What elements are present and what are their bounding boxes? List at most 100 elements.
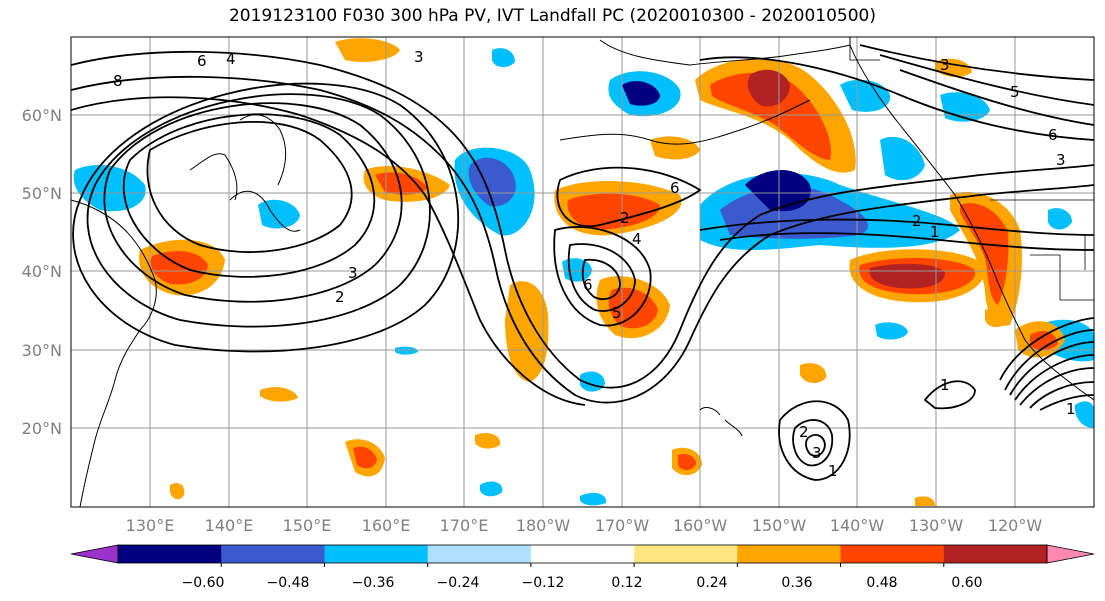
pv-contour	[805, 434, 826, 457]
colorbar	[70, 544, 1095, 567]
shading-layer	[73, 38, 1094, 506]
contour-label: 3	[1056, 151, 1066, 169]
contour-label: 3	[812, 444, 822, 462]
positive-anomaly	[353, 446, 377, 469]
colorbar-tick-label: 0.36	[781, 575, 812, 591]
colorbar-segment	[737, 545, 842, 563]
positive-anomaly	[800, 363, 827, 384]
pv-contour	[581, 258, 621, 300]
positive-anomaly	[650, 136, 700, 160]
colorbar-segment	[118, 545, 222, 563]
map-title: 2019123100 F030 300 hPa PV, IVT Landfall…	[228, 6, 876, 26]
positive-anomaly	[375, 172, 428, 195]
pv-contour	[1019, 367, 1094, 406]
negative-anomaly	[720, 186, 869, 239]
asia-coastline	[71, 199, 157, 507]
pv-contour	[899, 69, 1094, 126]
positive-anomaly	[915, 496, 936, 506]
negative-anomaly	[875, 322, 908, 340]
lat-label: 30°N	[22, 341, 62, 360]
colorbar-segment	[427, 545, 532, 563]
contour-label: 2	[335, 288, 345, 306]
negative-anomaly	[468, 157, 516, 207]
colorbar-labels: −0.60 −0.48 −0.36 −0.24 −0.12 0.12 0.24 …	[182, 575, 983, 591]
pv-contour	[122, 113, 376, 278]
contour-label: 2	[912, 212, 922, 230]
pv-contour	[1004, 329, 1094, 391]
pv-contour	[71, 96, 586, 406]
colorbar-segment	[634, 545, 738, 563]
border	[849, 37, 880, 61]
colorbar-segment	[324, 545, 429, 563]
pv-contour	[923, 380, 976, 410]
pv-contour	[999, 317, 1094, 381]
positive-anomaly	[150, 250, 208, 285]
colorbar-tick-label: 0.24	[696, 575, 727, 591]
contour-label: 1	[940, 376, 950, 394]
positive-anomaly	[710, 72, 831, 160]
colorbar-segment	[530, 545, 635, 563]
lon-label: 160°E	[362, 516, 411, 535]
lon-label: 170°E	[440, 516, 489, 535]
lat-label: 50°N	[22, 184, 62, 203]
colorbar-tick-label: −0.12	[522, 575, 565, 591]
positive-anomaly	[505, 281, 549, 382]
colorbar-segment	[840, 545, 945, 563]
lon-label: 180°W	[516, 516, 571, 535]
positive-anomaly	[1030, 331, 1058, 351]
pv-contour	[1014, 354, 1094, 401]
contour-label: 6	[583, 276, 593, 294]
colorbar-tick-label: 0.60	[951, 575, 982, 591]
positive-anomaly	[260, 387, 298, 402]
pv-contour	[699, 56, 1094, 141]
positive-anomaly	[475, 433, 501, 449]
pv-contour	[72, 82, 459, 353]
colorbar-tick-label: −0.36	[352, 575, 395, 591]
lon-label: 120°W	[988, 516, 1043, 535]
contour-label: 4	[632, 230, 642, 248]
negative-anomaly	[1074, 401, 1094, 428]
positive-anomaly	[985, 308, 1008, 328]
lat-label: 20°N	[22, 419, 62, 438]
negative-anomaly	[840, 79, 891, 112]
negative-anomaly	[492, 48, 515, 68]
coastlines	[71, 37, 1094, 507]
positive-anomaly	[678, 454, 696, 471]
pv-contour	[71, 75, 1094, 404]
hawaii-coastline	[699, 407, 743, 437]
colorbar-segment	[943, 545, 1048, 563]
contour-label: 1	[1066, 400, 1076, 418]
pv-contour	[879, 54, 1094, 106]
contour-label: 5	[1010, 83, 1020, 101]
pv-contour	[1029, 381, 1094, 409]
aleutian-coastline	[559, 99, 811, 145]
lon-label: 150°W	[752, 516, 807, 535]
borders	[849, 37, 1094, 301]
colorbar-tick-label: −0.60	[182, 575, 225, 591]
pv-contour	[556, 166, 702, 228]
contour-label: 4	[226, 50, 236, 68]
plot-frame	[70, 36, 1095, 508]
positive-anomaly	[335, 38, 400, 62]
contour-label: 2	[799, 423, 809, 441]
pv-contour	[792, 419, 834, 467]
contour-label: 2	[620, 209, 630, 227]
contour-label: 1	[930, 223, 940, 241]
gridlines	[71, 37, 1094, 507]
lon-label: 150°E	[283, 516, 332, 535]
lon-label: 130°W	[909, 516, 964, 535]
lon-label: 170°W	[595, 516, 650, 535]
positive-anomaly	[170, 483, 185, 500]
lon-label: 140°W	[830, 516, 885, 535]
contour-label: 6	[197, 52, 207, 70]
pv-contour	[778, 400, 851, 481]
colorbar-tick-label: −0.48	[267, 575, 310, 591]
contour-label: 3	[348, 264, 358, 282]
lon-label: 140°E	[205, 516, 254, 535]
contour-label: 1	[828, 462, 838, 480]
alaska-coastline	[599, 37, 851, 66]
contour-label: 3	[414, 48, 424, 66]
pv-contour	[103, 102, 403, 303]
positive-anomaly	[567, 193, 660, 230]
pv-contour	[86, 93, 431, 328]
